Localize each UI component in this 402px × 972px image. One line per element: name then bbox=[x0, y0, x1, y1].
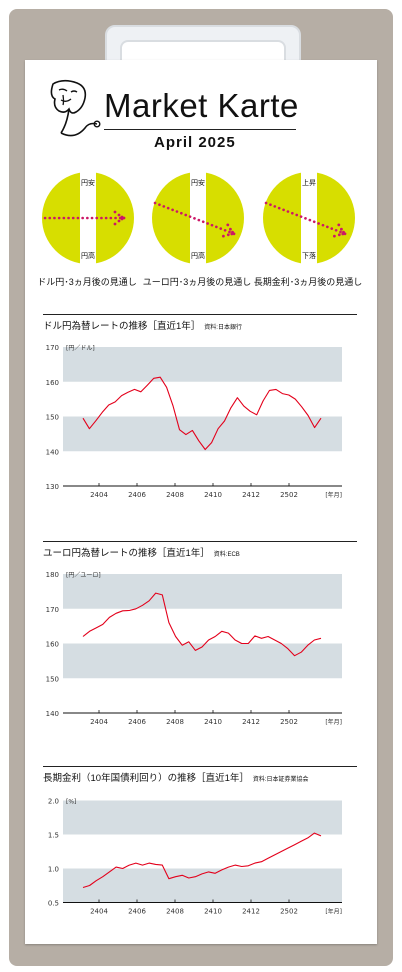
forecast-arrowhead-dot bbox=[333, 234, 336, 238]
issue-date: April 2025 bbox=[154, 134, 236, 151]
eurjpy-forecast-caption: ユーロ円･3ヵ月後の見通し bbox=[142, 277, 252, 287]
y-tick-label: 2.0 bbox=[48, 798, 59, 806]
y-tick-label: 0.5 bbox=[48, 900, 59, 908]
forecast-arrowhead-dot bbox=[229, 227, 232, 231]
x-tick-label: 2406 bbox=[128, 718, 146, 726]
forecast-bottom-label: 円高 bbox=[191, 251, 205, 260]
y-unit-label: [円／ドル] bbox=[66, 345, 95, 352]
x-tick-label: 2406 bbox=[128, 908, 146, 916]
x-tick-label: 2502 bbox=[280, 491, 298, 499]
chart-band bbox=[63, 347, 342, 382]
y-tick-label: 150 bbox=[46, 414, 59, 422]
forecast-arrowhead-dot bbox=[117, 219, 121, 223]
y-tick-label: 1.5 bbox=[48, 832, 59, 840]
y-tick-label: 130 bbox=[46, 483, 59, 491]
forecast-arrowhead-dot bbox=[122, 216, 126, 220]
forecast-top-label: 円安 bbox=[191, 178, 205, 187]
x-tick-label: 2502 bbox=[280, 718, 298, 726]
market-karte-logo-icon bbox=[50, 79, 101, 137]
jgb-yield-forecast-caption: 長期金利･3ヵ月後の見通し bbox=[253, 277, 363, 287]
x-tick-label: 2412 bbox=[242, 718, 260, 726]
forecast-top-label: 上昇 bbox=[302, 178, 316, 187]
x-tick-label: 2406 bbox=[128, 491, 146, 499]
series-line bbox=[82, 832, 322, 889]
jgb-chart-rule bbox=[43, 766, 357, 767]
forecast-arrowhead-dot bbox=[113, 210, 117, 214]
forecast-arrow-icon bbox=[264, 201, 345, 235]
usdjpy-chart-title: ドル円為替レートの推移［直近1年］ 資料:日本銀行 bbox=[43, 318, 242, 332]
jgb-line-chart: 0.5 1.0 1.5 2.0 [%] 2404 2406 2408 2410 2412 2502 [… bbox=[48, 798, 342, 916]
y-unit-label: [円／ユーロ] bbox=[66, 572, 101, 579]
y-tick-label: 140 bbox=[46, 710, 59, 718]
chart-band bbox=[63, 643, 342, 679]
series-line bbox=[82, 592, 322, 657]
x-tick-label: 2410 bbox=[204, 908, 222, 916]
forecast-arrowhead-dot bbox=[117, 213, 121, 217]
jgb-chart-source: 資料:日本証券業協会 bbox=[252, 777, 309, 783]
x-tick-label: 2404 bbox=[90, 718, 108, 726]
forecast-arrow-icon bbox=[153, 201, 234, 235]
x-axis-label: [年月] bbox=[325, 491, 342, 499]
y-tick-label: 180 bbox=[46, 571, 59, 579]
forecast-arrowhead-dot bbox=[337, 233, 341, 237]
x-tick-label: 2404 bbox=[90, 491, 108, 499]
usdjpy-chart-rule bbox=[43, 314, 357, 315]
jgb-chart-title: 長期金利（10年国債利回り）の推移［直近1年］ 資料:日本証券業協会 bbox=[43, 770, 309, 784]
title-underline bbox=[104, 129, 296, 130]
y-tick-label: 170 bbox=[46, 606, 59, 614]
eurjpy-line-chart: 140 150 160 170 180 [円／ユーロ] 2404 2406 2408 2410 24… bbox=[46, 571, 342, 726]
y-tick-label: 150 bbox=[46, 675, 59, 683]
x-tick-label: 2410 bbox=[204, 718, 222, 726]
x-tick-label: 2408 bbox=[166, 491, 184, 499]
forecast-bottom-label: 円高 bbox=[81, 251, 95, 260]
forecast-arrowhead-dot bbox=[226, 223, 230, 227]
eurjpy-chart-rule bbox=[43, 541, 357, 542]
usdjpy-forecast-caption: ドル円･3ヵ月後の見通し bbox=[37, 277, 137, 287]
page-title: Market Karte bbox=[104, 87, 299, 124]
usdjpy-chart-source: 資料:日本銀行 bbox=[204, 325, 242, 331]
x-tick-label: 2410 bbox=[204, 491, 222, 499]
x-tick-label: 2412 bbox=[242, 908, 260, 916]
y-tick-label: 160 bbox=[46, 641, 59, 649]
eurjpy-chart-title: ユーロ円為替レートの推移［直近1年］ 資料:ECB bbox=[43, 545, 240, 559]
y-tick-label: 1.0 bbox=[48, 866, 59, 874]
x-tick-label: 2404 bbox=[90, 908, 108, 916]
jgb-chart-title-text: 長期金利（10年国債利回り）の推移［直近1年］ bbox=[43, 773, 249, 784]
eurjpy-chart-source: 資料:ECB bbox=[213, 552, 240, 558]
forecast-bottom-label: 下落 bbox=[302, 251, 316, 260]
forecast-arrowhead-dot bbox=[232, 232, 236, 236]
y-unit-label: [%] bbox=[66, 799, 76, 806]
x-tick-label: 2412 bbox=[242, 491, 260, 499]
forecast-arrowhead-dot bbox=[343, 232, 347, 236]
x-tick-label: 2408 bbox=[166, 718, 184, 726]
forecast-arrowhead-dot bbox=[230, 232, 234, 236]
x-tick-label: 2408 bbox=[166, 908, 184, 916]
forecast-arrowhead-dot bbox=[222, 234, 225, 238]
x-tick-label: 2502 bbox=[280, 908, 298, 916]
forecast-arrowhead-dot bbox=[340, 227, 343, 231]
x-axis-label: [年月] bbox=[325, 718, 342, 726]
usdjpy-chart-title-text: ドル円為替レートの推移［直近1年］ bbox=[43, 321, 201, 332]
y-tick-label: 170 bbox=[46, 344, 59, 352]
forecast-divider-band bbox=[301, 172, 317, 264]
forecast-arrowhead-dot bbox=[341, 232, 345, 236]
forecast-arrowhead-dot bbox=[226, 233, 230, 237]
chart-band bbox=[63, 800, 342, 835]
chart-band bbox=[63, 574, 342, 609]
y-tick-label: 140 bbox=[46, 448, 59, 456]
eurjpy-chart-title-text: ユーロ円為替レートの推移［直近1年］ bbox=[43, 548, 210, 559]
y-tick-label: 160 bbox=[46, 379, 59, 387]
x-axis-label: [年月] bbox=[325, 908, 342, 916]
usdjpy-line-chart: 130 140 150 160 170 [円／ドル] 2404 2406 2408 2410 241… bbox=[46, 344, 342, 499]
series-line bbox=[82, 376, 322, 451]
forecast-arrowhead-dot bbox=[337, 223, 341, 227]
forecast-top-label: 円安 bbox=[81, 178, 95, 187]
forecast-divider-band bbox=[190, 172, 206, 264]
forecast-arrowhead-dot bbox=[113, 222, 117, 226]
